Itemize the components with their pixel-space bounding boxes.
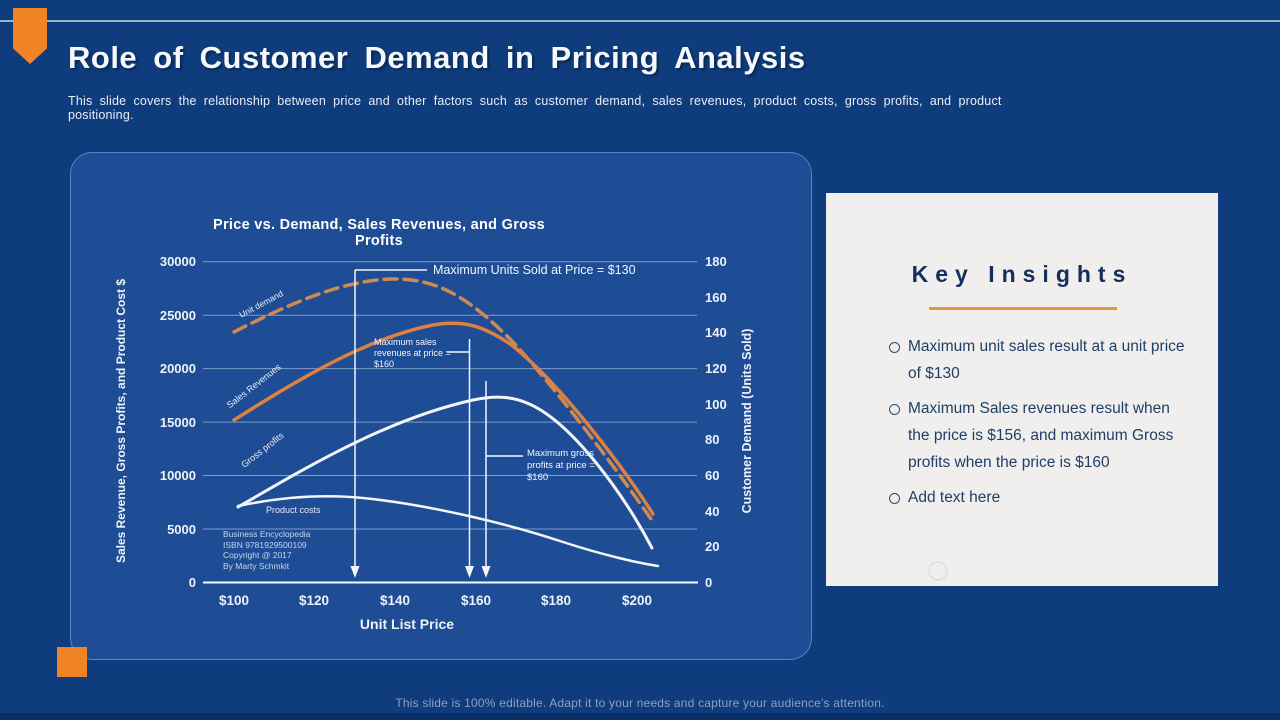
y-left-tick: 5000 bbox=[167, 522, 196, 537]
annotation-line: Maximum sales bbox=[374, 337, 437, 347]
insight-text: Maximum Sales revenues result when the p… bbox=[908, 400, 1174, 471]
unit-demand-curve bbox=[232, 277, 653, 521]
annotation-arrowheads bbox=[350, 566, 491, 578]
x-tick: $120 bbox=[298, 593, 330, 608]
y-right-tick: 120 bbox=[705, 361, 727, 376]
y-left-axis-label: Sales Revenue, Gross Profits, and Produc… bbox=[114, 278, 128, 564]
watermark-glyph bbox=[928, 561, 948, 581]
annotation-max-units: Maximum Units Sold at Price = $130 bbox=[433, 263, 636, 277]
x-axis-label: Unit List Price bbox=[359, 616, 455, 632]
annotation-line: Maximum gross bbox=[527, 448, 595, 459]
annotation-max-gross: Maximum gross profits at price = $160 bbox=[527, 448, 607, 484]
pricing-analysis-plot bbox=[203, 261, 698, 584]
x-tick: $160 bbox=[460, 593, 492, 608]
y-right-tick: 40 bbox=[705, 504, 720, 519]
y-left-tick: 0 bbox=[188, 575, 196, 590]
annotation-max-sales: Maximum sales revenues at price = $160 bbox=[374, 337, 452, 370]
orange-accent-square bbox=[57, 647, 87, 677]
top-accent-line bbox=[0, 20, 1280, 22]
insight-text: Add text here bbox=[908, 489, 1001, 506]
y-right-tick: 160 bbox=[705, 290, 727, 305]
slide-footer-note: This slide is 100% editable. Adapt it to… bbox=[395, 696, 885, 710]
y-right-axis-label: Customer Demand (Units Sold) bbox=[740, 328, 754, 514]
x-tick: $180 bbox=[540, 593, 572, 608]
product-costs-curve bbox=[236, 495, 660, 568]
y-right-tick: 180 bbox=[705, 254, 727, 269]
y-right-tick: 100 bbox=[705, 397, 727, 412]
x-tick: $200 bbox=[621, 593, 653, 608]
bullet-circle-icon bbox=[889, 493, 900, 504]
y-right-tick: 60 bbox=[705, 468, 720, 483]
annotation-line: $160 bbox=[527, 472, 549, 483]
gross-profits-curve bbox=[236, 395, 654, 550]
citation-line: By Marty Schmkit bbox=[223, 560, 290, 571]
chart-panel: Price vs. Demand, Sales Revenues, and Gr… bbox=[70, 152, 812, 660]
slide-title: Role of Customer Demand in Pricing Analy… bbox=[68, 40, 806, 75]
citation-line: Business Encyclopedia bbox=[223, 529, 311, 539]
y-right-tick: 0 bbox=[705, 575, 713, 590]
y-right-tick: 140 bbox=[705, 325, 727, 340]
bullet-circle-icon bbox=[889, 342, 900, 353]
y-left-tick: 15000 bbox=[159, 415, 196, 430]
chart-citation: Business Encyclopedia ISBN 9781929500109… bbox=[223, 529, 310, 571]
chart-title: Price vs. Demand, Sales Revenues, and Gr… bbox=[212, 217, 546, 249]
product-costs-label: Product costs bbox=[266, 505, 321, 515]
y-left-tick: 25000 bbox=[159, 308, 196, 323]
insight-item: Maximum Sales revenues result when the p… bbox=[889, 395, 1189, 476]
insight-item: Add text here bbox=[889, 484, 1189, 511]
annotation-line: $160 bbox=[374, 359, 395, 369]
y-left-tick: 30000 bbox=[159, 254, 196, 269]
x-tick: $140 bbox=[379, 593, 411, 608]
annotation-lines bbox=[354, 269, 523, 567]
citation-line: ISBN 9781929500109 bbox=[223, 539, 307, 550]
y-left-tick: 10000 bbox=[159, 468, 196, 483]
insights-title: Key Insights bbox=[911, 261, 1133, 287]
sales-revenues-curve bbox=[232, 321, 655, 516]
bottom-accent-strip bbox=[0, 713, 1280, 720]
y-right-tick: 20 bbox=[705, 539, 720, 554]
gridlines bbox=[203, 261, 697, 530]
annotation-line: profits at price = bbox=[527, 460, 595, 471]
y-left-tick: 20000 bbox=[159, 361, 196, 376]
insights-title-underline bbox=[929, 307, 1117, 310]
annotation-line: revenues at price = bbox=[374, 348, 451, 358]
insight-item: Maximum unit sales result at a unit pric… bbox=[889, 333, 1189, 387]
citation-line: Copyright @ 2017 bbox=[223, 550, 292, 560]
insight-text: Maximum unit sales result at a unit pric… bbox=[908, 338, 1185, 382]
slide-subtitle: This slide covers the relationship betwe… bbox=[68, 94, 1002, 122]
y-right-tick: 80 bbox=[705, 432, 720, 447]
insights-list: Maximum unit sales result at a unit pric… bbox=[889, 333, 1189, 519]
key-insights-panel: Key Insights Maximum unit sales result a… bbox=[826, 193, 1218, 586]
ribbon-bookmark-icon bbox=[13, 8, 47, 64]
x-tick: $100 bbox=[218, 593, 250, 608]
bullet-circle-icon bbox=[889, 404, 900, 415]
